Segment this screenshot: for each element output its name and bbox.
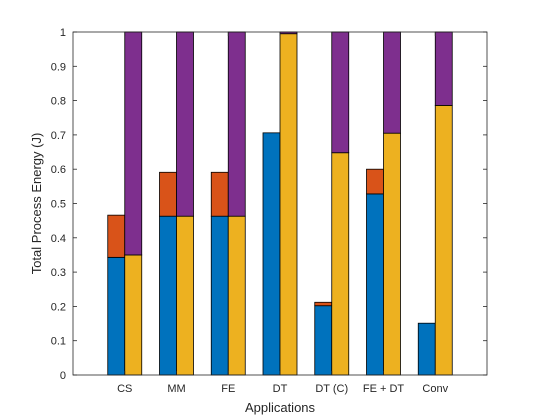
bar-left-orange-4 xyxy=(314,301,333,307)
bar-right-yellow-5 xyxy=(383,132,401,376)
y-tick-label: 0 xyxy=(60,370,66,382)
bar-right-yellow-4 xyxy=(331,152,350,376)
bar-right-purple-2 xyxy=(227,31,246,217)
x-tick-label: DT (C) xyxy=(315,383,348,395)
bar-left-orange-2 xyxy=(210,171,229,217)
bar-right-yellow-1 xyxy=(176,215,194,376)
y-tick-label: 0.9 xyxy=(51,61,66,73)
x-tick-label: FE + DT xyxy=(363,383,405,395)
y-tick-label: 1 xyxy=(60,27,66,39)
bar-left-orange-1 xyxy=(159,171,177,217)
y-tick-label: 0.3 xyxy=(51,267,66,279)
bar-left-blue-1 xyxy=(159,215,177,376)
y-tick-label: 0.7 xyxy=(51,130,66,142)
bar-right-purple-1 xyxy=(176,31,194,217)
bars-layer xyxy=(107,31,453,376)
y-tick-label: 0.4 xyxy=(51,233,66,245)
bar-right-purple-5 xyxy=(383,31,401,134)
bar-right-purple-6 xyxy=(434,31,453,106)
bar-right-yellow-0 xyxy=(124,254,143,376)
bar-right-yellow-6 xyxy=(434,105,453,376)
y-axis-label: Total Process Energy (J) xyxy=(29,133,44,275)
bar-left-blue-5 xyxy=(366,193,384,376)
bar-left-blue-4 xyxy=(314,305,333,376)
x-tick-label: CS xyxy=(117,383,132,395)
bar-left-blue-6 xyxy=(417,322,436,376)
bar-left-orange-5 xyxy=(366,168,384,195)
x-ticks: CS MM FE DT DT (C) FE + DT Conv xyxy=(117,32,449,395)
y-tick-label: 0.2 xyxy=(51,301,66,313)
bar-left-blue-2 xyxy=(210,215,229,376)
x-tick-label: DT xyxy=(273,383,288,395)
bar-left-orange-0 xyxy=(107,214,126,258)
bar-right-purple-4 xyxy=(331,31,350,154)
bar-left-blue-0 xyxy=(107,256,126,376)
y-tick-label: 0.8 xyxy=(51,96,66,108)
bar-right-purple-0 xyxy=(124,31,143,256)
y-tick-label: 0.5 xyxy=(51,199,66,211)
x-tick-label: MM xyxy=(167,383,185,395)
bar-right-yellow-2 xyxy=(227,215,246,376)
x-axis-label: Applications xyxy=(245,400,316,415)
bar-right-yellow-3 xyxy=(279,33,298,376)
y-ticks: 0 0.1 0.2 0.3 0.4 0.5 0.6 0.7 0.8 0.9 1 xyxy=(51,27,487,382)
bar-left-blue-3 xyxy=(262,132,281,376)
x-tick-label: Conv xyxy=(422,383,448,395)
y-tick-label: 0.6 xyxy=(51,164,66,176)
y-tick-label: 0.1 xyxy=(51,336,66,348)
x-tick-label: FE xyxy=(221,383,235,395)
